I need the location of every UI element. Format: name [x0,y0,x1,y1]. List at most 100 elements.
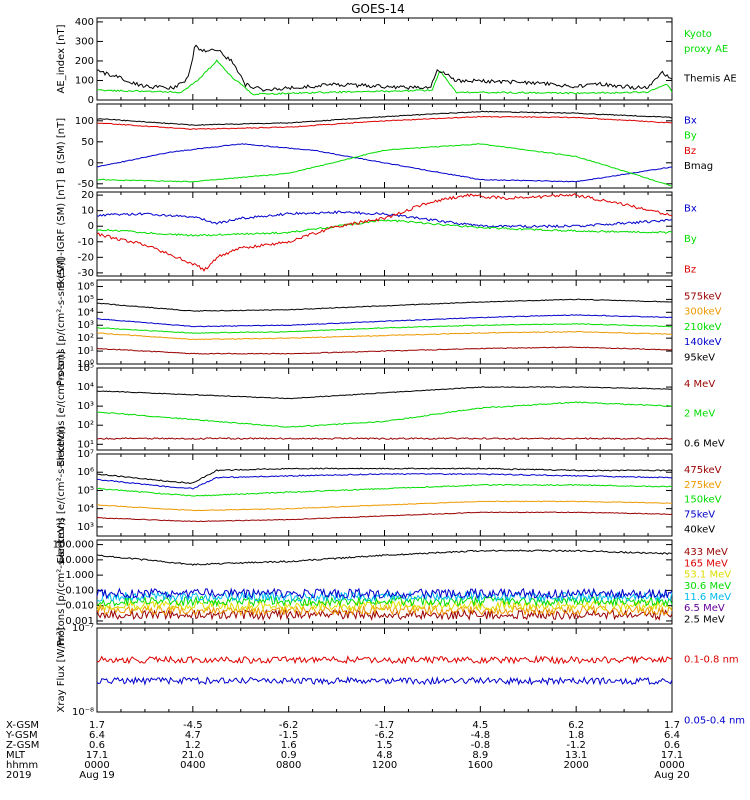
series-kyoto-proxy-ae [96,59,673,96]
y-tick-label: 0.010 [65,601,94,612]
legend-label: 40keV [684,525,715,536]
series-bx [96,143,673,183]
footer-cell: -0.8 [471,740,491,751]
electrons-2-ylabel: Electrons [e/(cm²-s-sr-keV)] [56,426,67,563]
protons-1-panel: 10⁶ 10⁵ 10⁴ 10³ 10² 10¹ 10⁰ Protons [p/(cm²-s-s… [56,258,722,386]
y-tick-label: 0.001 [65,616,94,627]
y-tick-label: 10² [77,420,94,431]
footer-cell: 0400 [180,760,205,771]
series-40kev [96,467,673,485]
legend-label: Bz [684,264,696,275]
legend-label: Bmag [684,161,713,172]
legend-label: 53.1 MeV [684,570,731,581]
b-igrf-panel: 20 10 0 -10 -20 -30 B (SM)-IGRF (SM) [nT] Bx By B… [56,179,697,288]
footer-cell: Aug 19 [79,770,114,781]
ae-index-panel: 400 300 200 100 0 AE_index [nT] Kyoto proxy AE T… [56,17,737,106]
electrons-1-panel: 10⁵ 10⁴ 10³ 10² 10¹ Electrons [e/(cm²-s-sr)] 4… [56,351,725,467]
legend-label: 0.1-0.8 nm [684,655,739,666]
footer-cell: 1.2 [185,740,201,751]
series-by [96,143,673,187]
footer-cell: 0800 [276,760,301,771]
footer-cell: -1.2 [566,740,586,751]
footer-cell: -6.2 [279,720,299,731]
y-tick-label: 10³ [77,522,94,533]
legend-label: By [684,131,697,142]
y-tick-label: 0.100 [65,585,94,596]
b-igrf-ylabel: B (SM)-IGRF (SM) [nT] [56,179,67,288]
footer-cell: 17.1 [86,750,108,761]
y-tick-label: 100 [75,116,94,127]
y-tick-label: 10⁰ [77,359,94,370]
footer-cell: 1.6 [281,740,297,751]
series-2-mev [96,401,673,428]
xray-flux-frame [96,627,673,713]
footer-cell: 17.1 [661,750,683,761]
legend-label: 4 MeV [684,379,715,390]
y-tick-label: 10.000 [59,555,94,566]
series-0-6-mev [96,386,673,400]
legend-label: 0.05-0.4 nm [684,716,745,727]
y-tick-label: 10⁶ [77,281,94,292]
footer-cell: 1.7 [664,720,680,731]
series-53-1-mev [96,603,673,617]
xray-flux-ylabel: Xray Flux [W/m²] [56,627,67,712]
y-tick-label: 10⁻⁸ [72,707,94,718]
legend-label: 275keV [684,480,722,491]
y-tick-label: 10 [81,206,94,217]
electrons-1-ylabel: Electrons [e/(cm²-s-sr)] [56,351,67,467]
legend-label: 30.6 MeV [684,581,731,592]
footer-cell: 0.6 [664,740,680,751]
legend-label: Kyoto [684,29,712,40]
legend-label: Bx [684,203,697,214]
footer-cell: 1.7 [89,720,105,731]
y-tick-label: 0 [88,158,94,169]
footer-row-label: Z-GSM [6,740,39,751]
y-tick-label: -10 [78,237,94,248]
series-210kev [96,323,672,334]
y-tick-label: 0 [88,95,94,106]
b-igrf-frame [96,191,673,277]
y-tick-label: -30 [78,268,94,279]
legend-label: 165 MeV [684,558,728,569]
legend-label: Bx [684,115,697,126]
series-275kev [96,500,672,512]
legend-label: 433 MeV [684,547,728,558]
footer-cell: 13.1 [565,750,587,761]
protons-1-ylabel: Protons [p/(cm²-s-sr-keV)] [56,258,67,386]
footer-cell: -1.7 [375,720,395,731]
series-themis-ae [97,44,673,92]
legend-label: 6.5 MeV [684,603,725,614]
y-tick-label: 1.000 [65,570,94,581]
series-433-mev [96,549,673,566]
legend-label: Themis AE [683,74,737,85]
legend-label: 575keV [684,291,722,302]
footer-cell: 6.4 [664,730,680,741]
y-tick-label: 10⁻⁷ [72,623,94,634]
footer-cell: 8.9 [472,750,488,761]
legend-label: Bz [684,146,696,157]
y-tick-label: 200 [75,56,94,67]
footer-cell: 0.6 [89,740,105,751]
series-75kev [96,473,673,490]
legend-label: 210keV [684,322,722,333]
y-tick-label: 10⁴ [77,307,94,318]
series-95kev [96,346,673,355]
series-bz [97,115,673,130]
series-0-1-0-8-nm [96,654,673,665]
legend-label: By [684,234,697,245]
series-bmag [96,110,673,126]
series-bx [96,210,673,229]
y-tick-label: 10³ [77,401,94,412]
legend-label: 11.6 MeV [684,592,731,603]
legend-label: 140keV [684,337,722,348]
footer-row-label: MLT [6,750,26,761]
footer-cell: 21.0 [182,750,204,761]
protons-2-panel: 100.000 10.000 1.000 0.100 0.010 0.001Protons… [53,518,732,646]
series-11-6-mev [96,594,673,608]
footer-cell: 2000 [563,760,588,771]
series-30-6-mev [96,599,673,612]
footer-cell: 1200 [372,760,397,771]
b-sm-ylabel: B (SM) [nT] [56,118,67,174]
footer-cell: -4.5 [183,720,203,731]
